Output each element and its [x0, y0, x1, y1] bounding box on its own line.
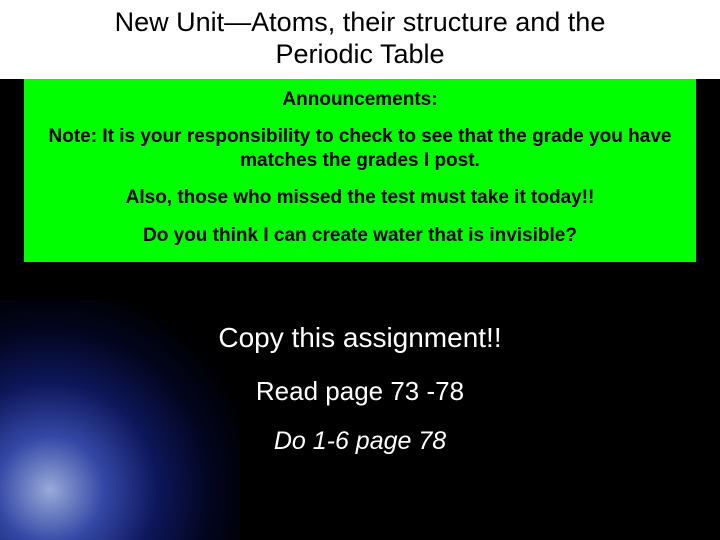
announcements-box: Announcements: Note: It is your responsi…: [24, 79, 696, 262]
slide-root: New Unit—Atoms, their structure and the …: [0, 0, 720, 540]
announcement-line: Note: It is your responsibility to check…: [42, 125, 678, 173]
slide-title: New Unit—Atoms, their structure and the …: [0, 6, 720, 71]
announcements-heading: Announcements:: [42, 89, 678, 111]
assignment-line: Do 1-6 page 78: [0, 427, 720, 456]
assignment-line: Read page 73 -78: [0, 376, 720, 407]
announcement-line: Do you think I can create water that is …: [42, 224, 678, 248]
assignment-line: Copy this assignment!!: [0, 322, 720, 354]
assignment-block: Copy this assignment!! Read page 73 -78 …: [0, 322, 720, 456]
announcement-line: Also, those who missed the test must tak…: [42, 186, 678, 210]
title-container: New Unit—Atoms, their structure and the …: [0, 0, 720, 79]
